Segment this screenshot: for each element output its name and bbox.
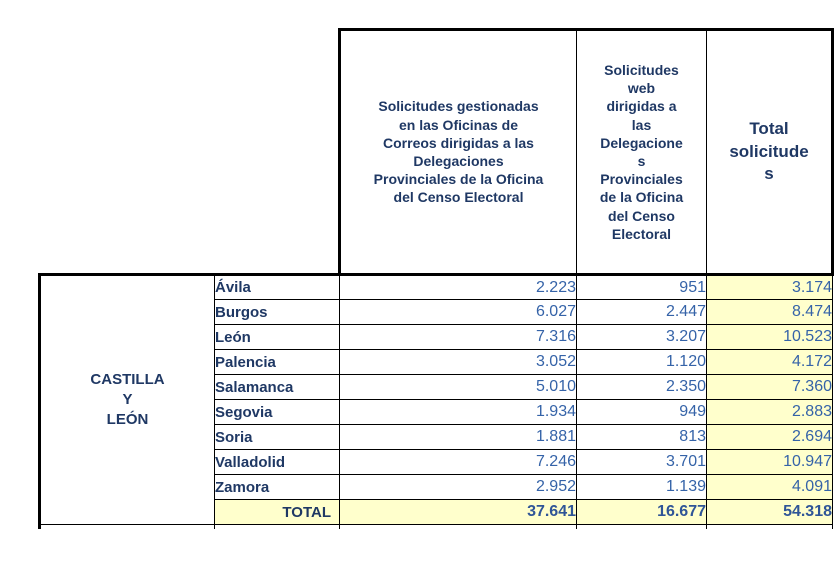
total-value-cell: 3.174 bbox=[706, 273, 833, 300]
web-value-cell: 813 bbox=[576, 424, 707, 450]
region-cell: CASTILLA Y LEÓN bbox=[38, 273, 215, 525]
table-row: Zamora 2.952 1.139 4.091 bbox=[40, 474, 833, 500]
column-header-web: Solicitudes web dirigidas a las Delegaci… bbox=[576, 28, 707, 275]
total-value-cell: 7.360 bbox=[706, 374, 833, 400]
table-row: CASTILLA Y LEÓN Ávila 2.223 951 3.174 bbox=[38, 273, 833, 525]
table-row: Valladolid 7.246 3.701 10.947 bbox=[40, 449, 833, 475]
total-value-cell: 10.523 bbox=[706, 324, 833, 350]
province-cell: Valladolid bbox=[214, 449, 340, 475]
header-row: Solicitudes gestionadas en las Oficinas … bbox=[39, 28, 834, 275]
correos-total-cell: 37.641 bbox=[339, 499, 577, 525]
web-value-cell: 3.701 bbox=[576, 449, 707, 475]
total-value-cell: 4.091 bbox=[706, 474, 833, 500]
table-row: Palencia 3.052 1.120 4.172 bbox=[40, 349, 833, 375]
province-cell: Palencia bbox=[214, 349, 340, 375]
table-row: Segovia 1.934 949 2.883 bbox=[40, 399, 833, 425]
total-value-cell: 10.947 bbox=[706, 449, 833, 475]
web-value-cell: 2.350 bbox=[576, 374, 707, 400]
correos-value-cell: 1.934 bbox=[339, 399, 577, 425]
cropped-next-row-sliver bbox=[38, 524, 833, 529]
table-row: Soria 1.881 813 2.694 bbox=[40, 424, 833, 450]
sliver-cell bbox=[38, 524, 215, 529]
web-value-cell: 1.120 bbox=[576, 349, 707, 375]
web-total-cell: 16.677 bbox=[576, 499, 707, 525]
province-cell: Salamanca bbox=[214, 374, 340, 400]
column-header-total: Total solicitude s bbox=[706, 28, 834, 275]
web-value-cell: 3.207 bbox=[576, 324, 707, 350]
total-row: TOTAL 37.641 16.677 54.318 bbox=[40, 499, 833, 525]
province-cell: Zamora bbox=[214, 474, 340, 500]
grand-total-cell: 54.318 bbox=[706, 499, 833, 525]
province-cell: Burgos bbox=[214, 299, 340, 325]
correos-value-cell: 5.010 bbox=[339, 374, 577, 400]
province-cell: Segovia bbox=[214, 399, 340, 425]
total-value-cell: 8.474 bbox=[706, 299, 833, 325]
correos-value-cell: 7.316 bbox=[339, 324, 577, 350]
column-header-correos: Solicitudes gestionadas en las Oficinas … bbox=[338, 28, 577, 275]
table-row: Salamanca 5.010 2.350 7.360 bbox=[40, 374, 833, 400]
correos-value-cell: 7.246 bbox=[339, 449, 577, 475]
total-value-cell: 4.172 bbox=[706, 349, 833, 375]
table-row: León 7.316 3.207 10.523 bbox=[40, 324, 833, 350]
correos-value-cell: 6.027 bbox=[339, 299, 577, 325]
total-value-cell: 2.883 bbox=[706, 399, 833, 425]
province-cell: Soria bbox=[214, 424, 340, 450]
correos-value-cell: 2.223 bbox=[339, 273, 577, 300]
web-value-cell: 951 bbox=[576, 273, 707, 300]
total-label-cell: TOTAL bbox=[214, 499, 340, 525]
sliver-cell bbox=[214, 524, 340, 529]
web-value-cell: 949 bbox=[576, 399, 707, 425]
sliver-cell bbox=[706, 524, 833, 529]
census-requests-table: Solicitudes gestionadas en las Oficinas … bbox=[38, 28, 834, 529]
empty-corner-cell bbox=[39, 29, 340, 275]
sliver-cell bbox=[339, 524, 577, 529]
sliver-cell bbox=[576, 524, 707, 529]
correos-value-cell: 3.052 bbox=[339, 349, 577, 375]
province-cell: Ávila bbox=[214, 273, 340, 300]
correos-value-cell: 1.881 bbox=[339, 424, 577, 450]
correos-value-cell: 2.952 bbox=[339, 474, 577, 500]
web-value-cell: 2.447 bbox=[576, 299, 707, 325]
total-value-cell: 2.694 bbox=[706, 424, 833, 450]
province-cell: León bbox=[214, 324, 340, 350]
table-row: Burgos 6.027 2.447 8.474 bbox=[40, 299, 833, 325]
web-value-cell: 1.139 bbox=[576, 474, 707, 500]
